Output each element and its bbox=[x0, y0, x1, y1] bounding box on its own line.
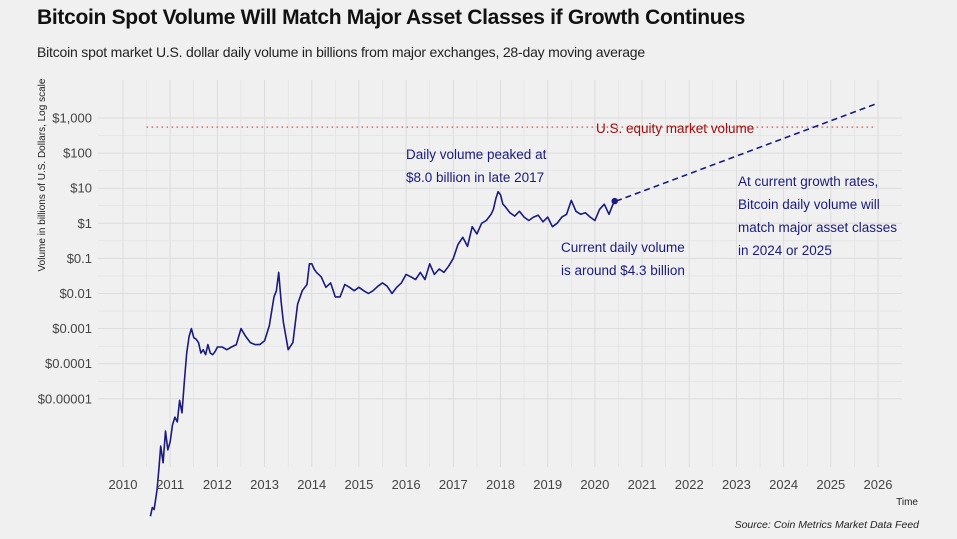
y-tick-label: $1,000 bbox=[52, 111, 92, 126]
current-volume-point bbox=[611, 197, 618, 205]
y-tick-label: $0.01 bbox=[59, 286, 92, 301]
x-tick-label: 2020 bbox=[580, 477, 609, 492]
x-tick-label: 2011 bbox=[156, 477, 184, 492]
annotation-line: $8.0 billion in late 2017 bbox=[406, 170, 544, 185]
x-tick-label: 2021 bbox=[628, 477, 657, 492]
x-tick-label: 2013 bbox=[250, 477, 279, 492]
y-tick-label: $100 bbox=[63, 146, 92, 161]
annotation-line: Daily volume peaked at bbox=[406, 147, 547, 162]
annotation-line: Current daily volume bbox=[561, 240, 685, 255]
x-tick-label: 2025 bbox=[816, 477, 845, 492]
x-axis-ticks: 2010 2011 2012 2013 2014 2015 2016 2017 2018 2019… bbox=[109, 477, 893, 492]
projection-line bbox=[615, 103, 876, 202]
chart-subtitle: Bitcoin spot market U.S. dollar daily vo… bbox=[37, 44, 645, 60]
annotation-line: is around $4.3 billion bbox=[561, 263, 685, 278]
series-layer bbox=[149, 103, 876, 517]
x-tick-label: 2015 bbox=[344, 477, 373, 492]
y-axis-label: Volume in billions of U.S. Dollars, Log … bbox=[37, 78, 48, 271]
x-tick-label: 2012 bbox=[203, 477, 232, 492]
y-tick-label: $1 bbox=[78, 216, 92, 231]
annotation-line: in 2024 or 2025 bbox=[738, 243, 832, 258]
x-tick-label: 2019 bbox=[533, 477, 562, 492]
y-tick-label: $0.00001 bbox=[38, 391, 92, 406]
y-tick-label: $0.0001 bbox=[45, 356, 92, 371]
y-tick-label: $10 bbox=[70, 181, 92, 196]
equity-reference: U.S. equity market volume bbox=[146, 121, 876, 136]
x-tick-label: 2022 bbox=[675, 477, 704, 492]
x-tick-label: 2024 bbox=[769, 477, 798, 492]
annotation-line: match major asset classes bbox=[738, 220, 897, 235]
x-tick-label: 2017 bbox=[439, 477, 468, 492]
x-tick-label: 2016 bbox=[392, 477, 421, 492]
annotations: Daily volume peaked at $8.0 billion in la… bbox=[406, 147, 897, 278]
y-axis-ticks: $1,000 $100 $10 $1 $0.1 $0.01 $0.001 $0.0001 $0.… bbox=[38, 111, 92, 407]
annotation-line: Bitcoin daily volume will bbox=[738, 197, 880, 212]
source-note: Source: Coin Metrics Market Data Feed bbox=[734, 519, 919, 531]
x-axis-label: Time bbox=[896, 497, 918, 508]
y-tick-label: $0.001 bbox=[52, 321, 92, 336]
grid bbox=[98, 80, 902, 467]
equity-volume-label: U.S. equity market volume bbox=[596, 121, 754, 136]
volume-line bbox=[149, 190, 617, 517]
x-tick-label: 2026 bbox=[864, 477, 893, 492]
y-tick-label: $0.1 bbox=[67, 251, 92, 266]
annotation-line: At current growth rates, bbox=[738, 174, 878, 189]
x-tick-label: 2018 bbox=[486, 477, 515, 492]
x-tick-label: 2014 bbox=[297, 477, 326, 492]
x-tick-label: 2010 bbox=[109, 477, 138, 492]
x-tick-label: 2023 bbox=[722, 477, 751, 492]
chart-title: Bitcoin Spot Volume Will Match Major Ass… bbox=[37, 6, 746, 29]
